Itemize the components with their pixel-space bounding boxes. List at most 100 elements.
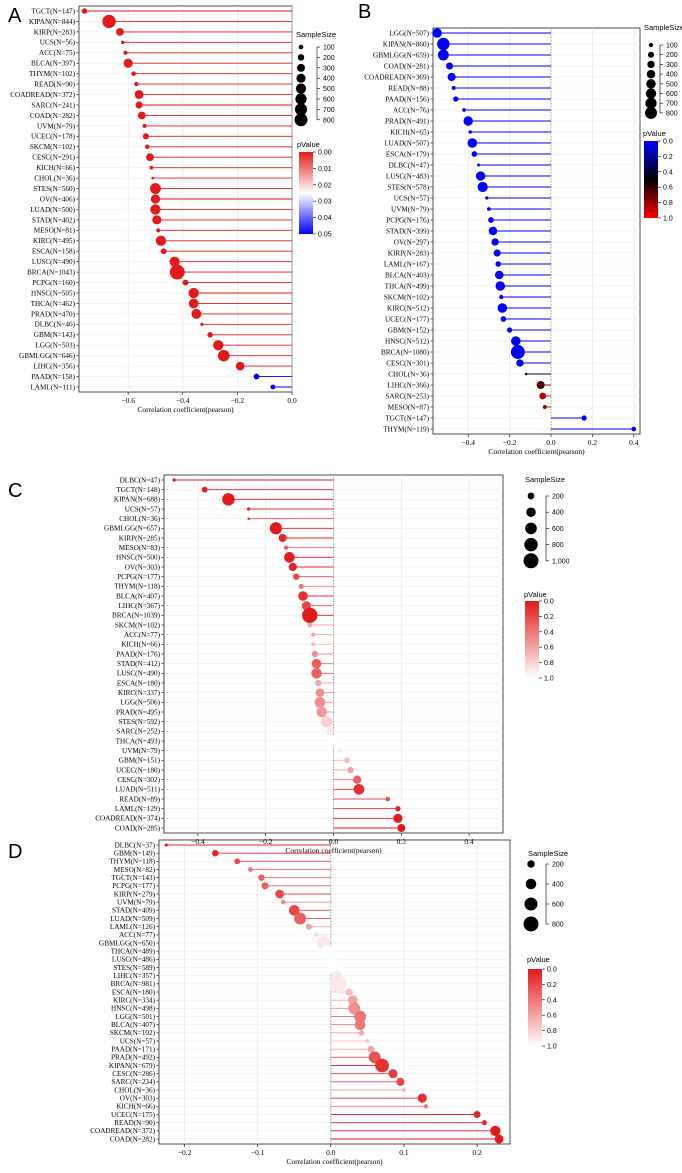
size-legend-label: 800 xyxy=(323,117,335,124)
y-tick-label: COADREAD(N=372) xyxy=(90,1127,155,1135)
y-tick-label: LAML(N=111) xyxy=(30,383,75,391)
y-tick-label: TGCT(N=147) xyxy=(385,414,429,422)
y-tick-label: BRCA(N=1039) xyxy=(112,612,161,620)
size-legend-dot xyxy=(646,69,656,79)
data-point xyxy=(191,308,202,319)
size-legend-dot xyxy=(527,860,535,868)
data-point xyxy=(156,228,161,233)
data-point xyxy=(212,849,219,857)
data-point xyxy=(423,1104,429,1109)
y-tick-label: TGCT(N=143) xyxy=(111,874,155,882)
y-tick-label: BLCA(N=407) xyxy=(116,592,161,600)
y-tick-label: GBM(N=152) xyxy=(388,326,430,334)
data-point xyxy=(247,517,251,521)
color-legend-bar xyxy=(644,141,658,218)
y-tick-label: UVM(N=79) xyxy=(37,122,76,130)
size-legend-label: 200 xyxy=(666,52,678,59)
data-point xyxy=(338,748,343,753)
data-point xyxy=(315,679,322,687)
y-tick-label: CESC(N=286) xyxy=(112,1070,155,1078)
x-tick-label: −0.2 xyxy=(259,837,273,846)
y-tick-label: PCPG(N=160) xyxy=(32,279,75,287)
panel-letter: C xyxy=(8,480,22,502)
data-point xyxy=(305,923,312,930)
data-point xyxy=(542,405,547,409)
data-point xyxy=(451,86,456,90)
size-legend-label: 200 xyxy=(323,55,335,62)
data-point xyxy=(347,766,354,774)
y-tick-label: GBMLGG(N=646) xyxy=(19,352,76,360)
data-point xyxy=(367,1045,375,1053)
data-point xyxy=(116,28,124,36)
data-point xyxy=(311,668,322,679)
data-point xyxy=(447,72,456,82)
data-point xyxy=(328,961,341,974)
color-legend-label: 0.04 xyxy=(318,215,332,222)
data-point xyxy=(302,607,318,623)
color-legend-title: pValue xyxy=(643,129,666,138)
data-point xyxy=(234,858,241,865)
chart-panel-a: A TGCT(N=147) KIPAN(N=844) KIRP(N=283) UCS(N… xyxy=(8,5,336,414)
size-legend-label: 700 xyxy=(666,101,678,108)
color-legend-label: 0.6 xyxy=(544,645,554,652)
y-tick-label: BRCA(N=1043) xyxy=(27,269,76,277)
y-tick-label: LUSC(N=486) xyxy=(112,956,156,964)
y-tick-label: ESCA(N=180) xyxy=(112,988,156,996)
data-point xyxy=(499,294,504,300)
data-point xyxy=(488,226,498,236)
y-tick-label: PAAD(N=176) xyxy=(116,650,160,658)
y-tick-label: THYM(N=118) xyxy=(109,858,155,866)
size-legend-title: SampleSize xyxy=(528,849,568,858)
y-tick-label: LAML(N=167) xyxy=(384,260,430,268)
y-tick-label: KIRP(N=283) xyxy=(388,249,430,257)
y-tick-label: KIPAN(N=860) xyxy=(383,40,430,48)
y-tick-label: STES(N=560) xyxy=(33,185,75,193)
y-tick-label: LIHC(N=356) xyxy=(33,363,75,371)
y-tick-label: COADREAD(N=369) xyxy=(364,73,429,81)
y-tick-label: COAD(N=282) xyxy=(110,1135,156,1143)
y-tick-label: GBM(N=149) xyxy=(114,850,156,858)
panel-letter: D xyxy=(8,841,22,863)
data-point xyxy=(164,843,168,847)
y-tick-label: BRCA(N=981) xyxy=(111,980,156,988)
y-tick-label: LIHC(N=357) xyxy=(113,972,155,980)
size-legend-label: 100 xyxy=(323,45,335,52)
data-point xyxy=(375,1058,389,1073)
y-tick-label: LUAD(N=507) xyxy=(384,139,429,147)
y-tick-label: DLBC(N=47) xyxy=(120,476,161,484)
y-tick-label: KIRP(N=279) xyxy=(114,890,156,898)
data-point xyxy=(495,261,501,267)
data-point xyxy=(150,204,161,215)
data-point xyxy=(288,904,300,916)
y-tick-label: THCA(N=493) xyxy=(116,737,161,745)
data-point xyxy=(631,426,637,432)
y-tick-label: UCS(N=57) xyxy=(120,1037,156,1045)
data-point xyxy=(511,336,521,346)
y-tick-label: STAD(N=402) xyxy=(32,216,76,224)
y-tick-label: SKCM(N=102) xyxy=(115,621,161,629)
x-tick-label: 0.0 xyxy=(329,837,339,846)
data-point xyxy=(248,867,253,872)
data-point xyxy=(134,81,139,87)
y-tick-label: KICH(N=66) xyxy=(36,164,75,172)
size-legend-label: 800 xyxy=(552,922,564,929)
data-point xyxy=(137,111,146,120)
y-tick-label: KIPAN(N=688) xyxy=(114,496,161,504)
y-tick-label: THCA(N=462) xyxy=(31,300,76,308)
data-point xyxy=(500,316,507,322)
y-tick-label: KIRC(N=334) xyxy=(113,997,156,1005)
data-point xyxy=(468,130,472,134)
data-point xyxy=(142,123,147,128)
size-legend-label: 600 xyxy=(666,91,678,98)
data-point xyxy=(288,562,297,572)
y-tick-label: PCPG(N=177) xyxy=(112,882,155,890)
color-legend-label: 1.0 xyxy=(547,1044,557,1051)
color-legend-label: 0.2 xyxy=(547,982,557,989)
y-tick-label: PCPG(N=177) xyxy=(117,573,160,581)
data-point xyxy=(490,1125,501,1136)
y-tick-label: PRAD(N=492) xyxy=(111,1054,156,1062)
color-legend-label: 0.4 xyxy=(544,629,554,636)
size-legend-dot xyxy=(524,897,538,911)
size-legend-dot xyxy=(294,113,308,127)
data-point xyxy=(495,281,506,291)
